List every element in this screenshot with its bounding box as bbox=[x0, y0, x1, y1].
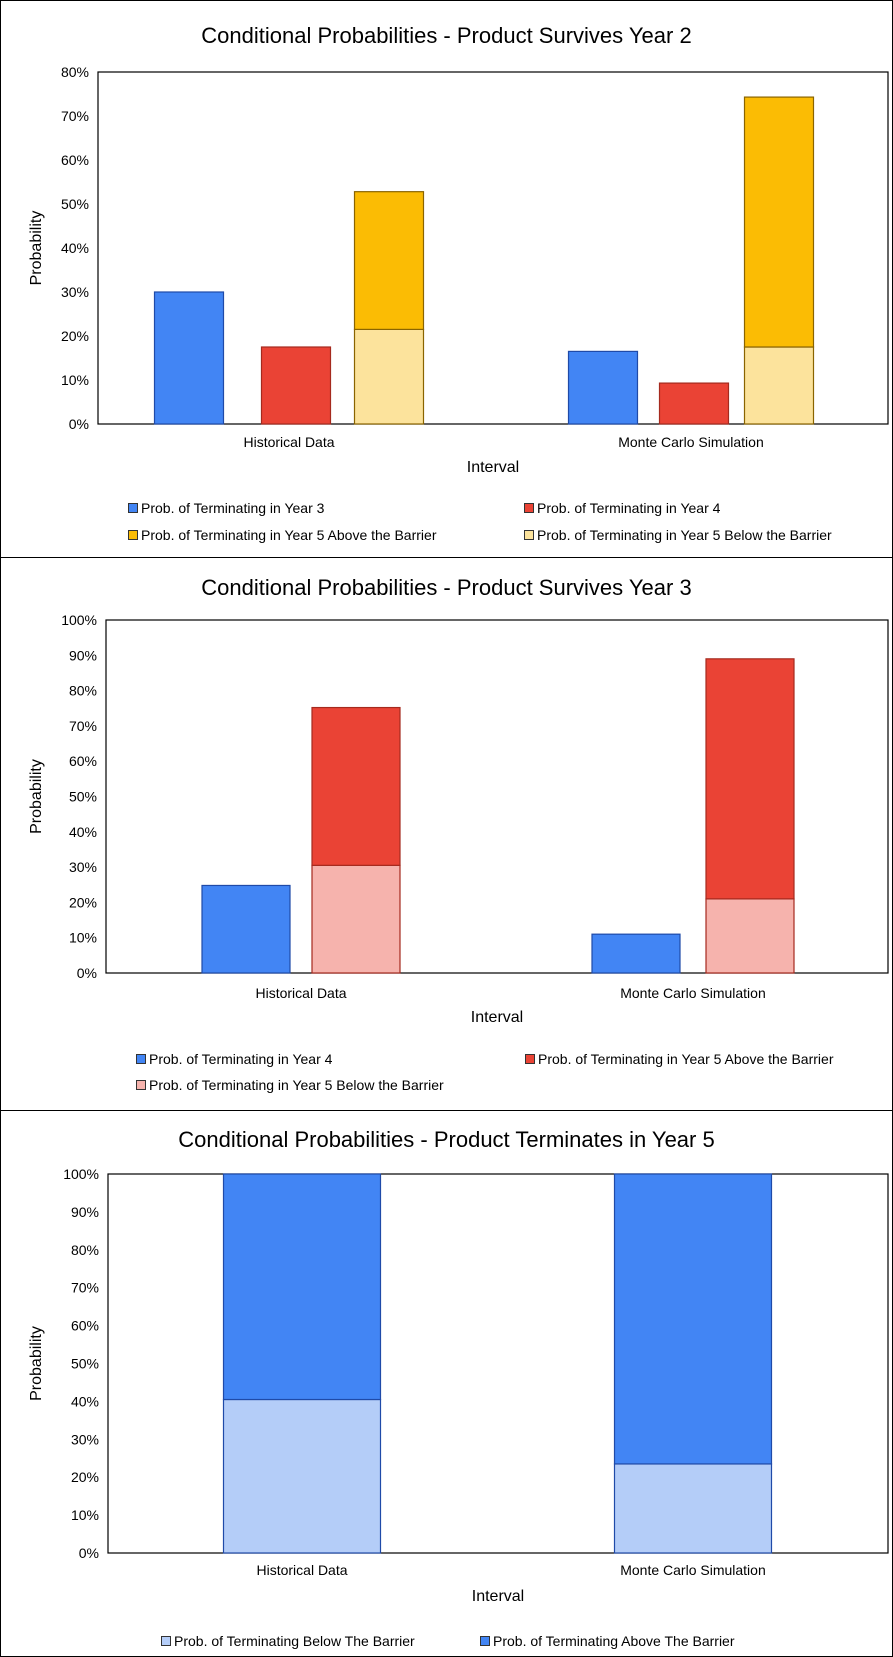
chart-panel-1: Conditional Probabilities - Product Surv… bbox=[0, 0, 893, 558]
legend-label: Prob. of Terminating in Year 4 bbox=[537, 500, 720, 516]
chart-panel-3: Conditional Probabilities - Product Term… bbox=[0, 1110, 893, 1657]
y-tick-label: 70% bbox=[71, 1280, 99, 1296]
y-tick-label: 80% bbox=[61, 64, 89, 80]
y-axis-label: Probability bbox=[28, 759, 45, 834]
legend-item: Prob. of Terminating in Year 3 bbox=[128, 500, 324, 516]
bar bbox=[592, 934, 680, 973]
x-category-label: Monte Carlo Simulation bbox=[620, 985, 766, 1001]
y-tick-label: 40% bbox=[61, 240, 89, 256]
y-tick-label: 50% bbox=[61, 196, 89, 212]
y-tick-label: 90% bbox=[69, 647, 97, 663]
x-axis-label: Interval bbox=[467, 459, 519, 476]
bar bbox=[202, 885, 290, 973]
y-axis-label: Probability bbox=[28, 211, 45, 286]
legend-label: Prob. of Terminating in Year 4 bbox=[149, 1051, 332, 1067]
bar bbox=[355, 329, 424, 424]
bar bbox=[615, 1464, 772, 1553]
y-tick-label: 20% bbox=[69, 894, 97, 910]
legend-swatch bbox=[524, 503, 534, 513]
y-tick-label: 80% bbox=[71, 1242, 99, 1258]
x-category-label: Monte Carlo Simulation bbox=[618, 434, 764, 450]
bar bbox=[224, 1174, 381, 1400]
y-tick-label: 60% bbox=[71, 1318, 99, 1334]
legend-label: Prob. of Terminating in Year 5 Above the… bbox=[141, 527, 436, 543]
bar bbox=[745, 97, 814, 347]
chart-svg: 0% 10% 20% 30% 40% 50% 60% 70% 80% 90% 100% Histori… bbox=[1, 1111, 893, 1657]
legend-item: Prob. of Terminating Below The Barrier bbox=[161, 1633, 415, 1649]
bar bbox=[312, 708, 400, 866]
y-tick-label: 50% bbox=[69, 789, 97, 805]
y-tick-label: 100% bbox=[63, 1166, 99, 1182]
y-tick-label: 60% bbox=[69, 753, 97, 769]
y-tick-label: 10% bbox=[61, 372, 89, 388]
legend-swatch bbox=[136, 1080, 146, 1090]
x-category-label: Historical Data bbox=[255, 985, 346, 1001]
y-tick-label: 40% bbox=[69, 824, 97, 840]
bar bbox=[155, 292, 224, 424]
legend-label: Prob. of Terminating Above The Barrier bbox=[493, 1633, 735, 1649]
y-axis-label: Probability bbox=[28, 1326, 45, 1401]
legend-label: Prob. of Terminating in Year 5 Below the… bbox=[149, 1077, 444, 1093]
legend-swatch bbox=[524, 530, 534, 540]
legend-swatch bbox=[136, 1054, 146, 1064]
y-tick-label: 20% bbox=[61, 328, 89, 344]
legend-swatch bbox=[525, 1054, 535, 1064]
bar bbox=[262, 347, 331, 424]
legend-item: Prob. of Terminating in Year 5 Above the… bbox=[128, 527, 436, 543]
bar bbox=[745, 347, 814, 424]
legend-swatch bbox=[480, 1636, 490, 1646]
y-tick-label: 10% bbox=[71, 1507, 99, 1523]
legend-item: Prob. of Terminating in Year 4 bbox=[136, 1051, 332, 1067]
y-tick-label: 10% bbox=[69, 930, 97, 946]
y-tick-label: 30% bbox=[61, 284, 89, 300]
legend-label: Prob. of Terminating Below The Barrier bbox=[174, 1633, 415, 1649]
y-tick-label: 0% bbox=[77, 965, 97, 981]
legend-item: Prob. of Terminating in Year 4 bbox=[524, 500, 720, 516]
chart-svg: 0% 10% 20% 30% 40% 50% 60% 70% 80% 90% 100% Histori… bbox=[1, 558, 893, 1111]
y-tick-label: 50% bbox=[71, 1356, 99, 1372]
legend-swatch bbox=[128, 530, 138, 540]
chart-panel-2: Conditional Probabilities - Product Surv… bbox=[0, 557, 893, 1111]
x-category-label: Historical Data bbox=[256, 1562, 347, 1578]
x-category-label: Historical Data bbox=[243, 434, 334, 450]
y-tick-label: 30% bbox=[71, 1431, 99, 1447]
y-tick-label: 90% bbox=[71, 1204, 99, 1220]
legend-label: Prob. of Terminating in Year 5 Above the… bbox=[538, 1051, 833, 1067]
bar bbox=[615, 1174, 772, 1464]
legend-swatch bbox=[161, 1636, 171, 1646]
legend-swatch bbox=[128, 503, 138, 513]
y-tick-label: 60% bbox=[61, 152, 89, 168]
bar bbox=[569, 351, 638, 424]
legend-item: Prob. of Terminating Above The Barrier bbox=[480, 1633, 735, 1649]
x-axis-label: Interval bbox=[471, 1009, 523, 1026]
legend-label: Prob. of Terminating in Year 3 bbox=[141, 500, 324, 516]
bar bbox=[660, 383, 729, 424]
y-tick-label: 20% bbox=[71, 1469, 99, 1485]
legend-label: Prob. of Terminating in Year 5 Below the… bbox=[537, 527, 832, 543]
x-category-label: Monte Carlo Simulation bbox=[620, 1562, 766, 1578]
x-axis-label: Interval bbox=[472, 1588, 524, 1605]
bar bbox=[312, 865, 400, 973]
y-tick-label: 30% bbox=[69, 859, 97, 875]
y-tick-label: 0% bbox=[69, 416, 89, 432]
y-tick-label: 0% bbox=[79, 1545, 99, 1561]
y-tick-label: 40% bbox=[71, 1393, 99, 1409]
bar bbox=[706, 659, 794, 899]
legend-item: Prob. of Terminating in Year 5 Above the… bbox=[525, 1051, 833, 1067]
y-tick-label: 100% bbox=[61, 612, 97, 628]
legend-item: Prob. of Terminating in Year 5 Below the… bbox=[524, 527, 832, 543]
legend-item: Prob. of Terminating in Year 5 Below the… bbox=[136, 1077, 444, 1093]
y-tick-label: 70% bbox=[61, 108, 89, 124]
chart-svg: 0% 10% 20% 30% 40% 50% 60% 70% 80% Historical Dat… bbox=[1, 1, 893, 558]
bar bbox=[224, 1400, 381, 1553]
y-tick-label: 80% bbox=[69, 683, 97, 699]
bar bbox=[355, 192, 424, 330]
bar bbox=[706, 899, 794, 973]
y-tick-label: 70% bbox=[69, 718, 97, 734]
